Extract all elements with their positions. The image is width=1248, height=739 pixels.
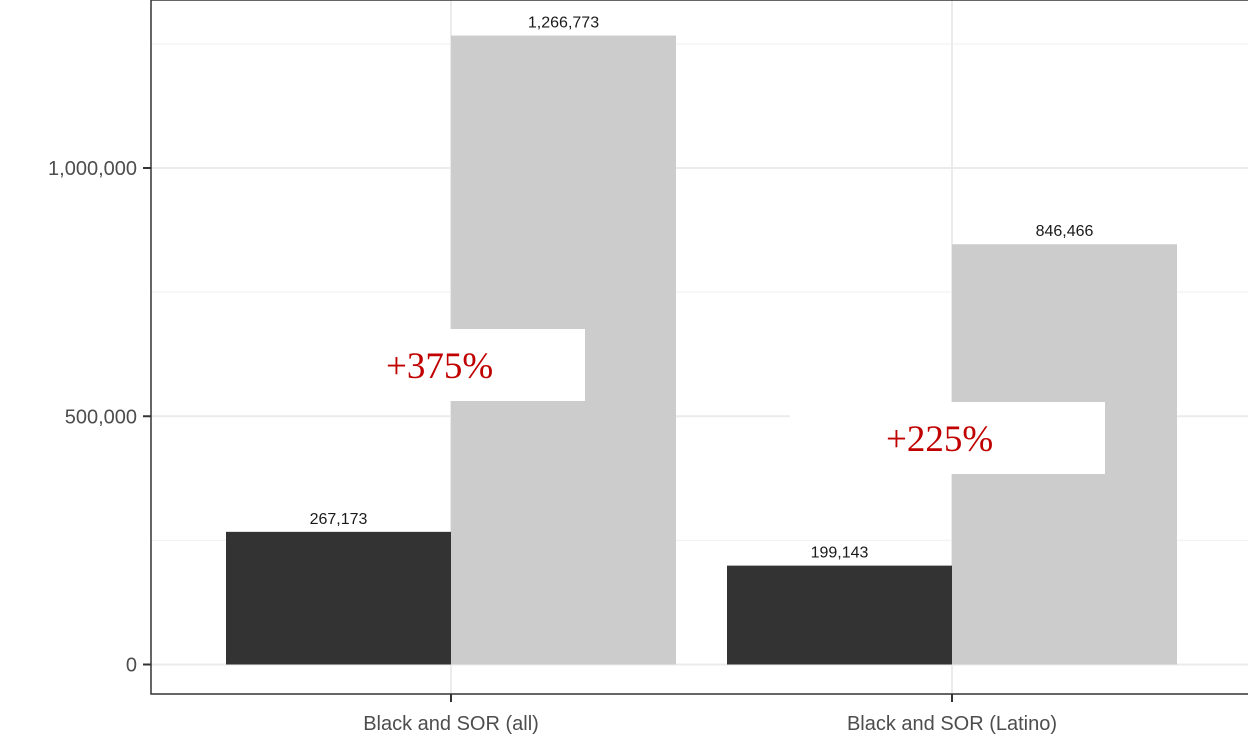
y-tick-label: 0 (126, 655, 137, 677)
bar-dark-1 (727, 565, 952, 665)
bars (226, 35, 1177, 665)
plot-panel-border (150, 0, 1248, 695)
y-tick-label: 1,000,000 (48, 158, 137, 180)
data-label: 267,173 (310, 511, 368, 528)
annotation-box (790, 402, 1105, 474)
axes: 0 500,000 1,000,000 Black and SOR (all) Blac… (48, 158, 1057, 735)
annotation-box (370, 329, 585, 401)
bar-dark-0 (226, 531, 451, 665)
y-tick-label: 500,000 (65, 406, 137, 428)
data-labels: 267,173 1,266,773 199,143 846,466 (310, 15, 1094, 562)
data-label: 846,466 (1036, 223, 1094, 240)
data-label: 199,143 (811, 545, 869, 562)
x-tick-label: Black and SOR (Latino) (847, 713, 1057, 735)
data-label: 1,266,773 (528, 15, 599, 32)
x-tick-label: Black and SOR (all) (363, 713, 539, 735)
annotation-text: +375% (386, 346, 493, 387)
annotations: +375% +225% (370, 329, 1105, 474)
annotation-text: +225% (886, 419, 993, 460)
